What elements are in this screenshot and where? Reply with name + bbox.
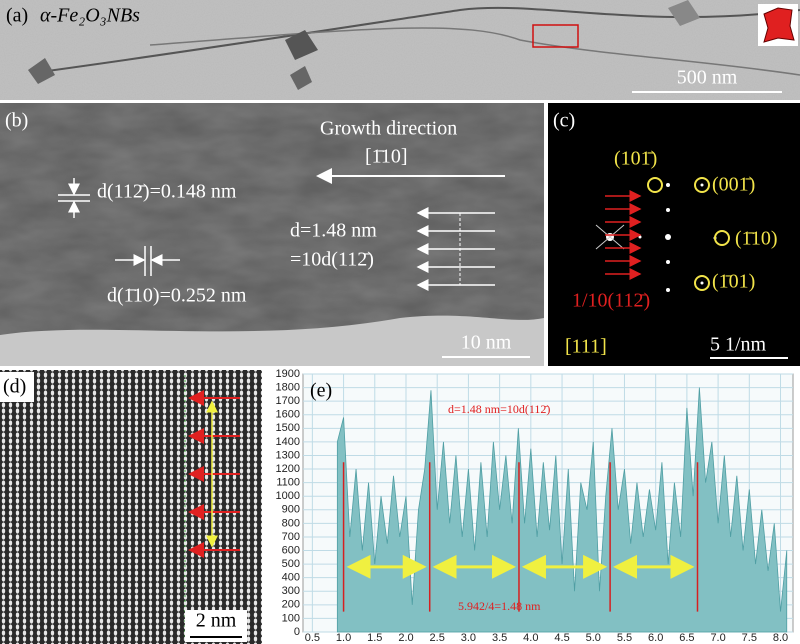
scale-label: 2 nm [196, 610, 237, 632]
panel-b: (b) Growth direction [1̄10] d(112̄)=0.14… [0, 103, 544, 366]
x-tick-label: 7.0 [710, 632, 725, 644]
y-tick-label: 600 [282, 544, 300, 556]
x-tick-label: 0.5 [305, 632, 320, 644]
y-tick-label: 800 [282, 517, 300, 529]
x-tick-label: 2.5 [430, 632, 445, 644]
y-tick-label: 1500 [276, 422, 300, 434]
y-tick-label: 700 [282, 531, 300, 543]
direction-label: [1̄10] [365, 146, 408, 168]
spacing-label: d=1.48 nm [290, 220, 377, 242]
fringe-arrows [416, 207, 495, 291]
panel-a: (a) α-Fe₂O₃NBs 500 nm [0, 0, 800, 100]
x-tick-label: 4.0 [523, 632, 538, 644]
y-tick-label: 0 [294, 626, 300, 638]
lattice-image [0, 370, 262, 644]
x-tick-label: 5.0 [586, 632, 601, 644]
y-tick-label: 300 [282, 585, 300, 597]
scale-label: 500 nm [677, 67, 738, 89]
x-tick-label: 6.5 [679, 632, 694, 644]
y-tick-label: 1000 [276, 490, 300, 502]
x-tick-label: 4.5 [554, 632, 569, 644]
zone-label: [111] [565, 336, 607, 358]
y-tick-label: 1300 [276, 449, 300, 461]
y-tick-label: 1700 [276, 395, 300, 407]
y-tick-label: 1400 [276, 436, 300, 448]
y-tick-label: 1900 [276, 368, 300, 380]
y-tick-label: 1100 [276, 477, 300, 489]
y-tick-label: 1800 [276, 381, 300, 393]
panel-label: (a) [6, 5, 28, 27]
flake [290, 66, 312, 90]
panel-label: (e) [310, 380, 332, 402]
spot-label: (1̄01) [712, 271, 755, 293]
y-tick-label: 200 [282, 599, 300, 611]
spot-label: (101̄) [614, 148, 657, 170]
diffraction-image [548, 103, 800, 366]
note-label: 1/10(112̄) [572, 290, 650, 312]
x-tick-label: 3.0 [461, 632, 476, 644]
spot-label: (001̄) [712, 174, 755, 196]
panel-d: (d) 2 nm [0, 370, 262, 644]
x-tick-label: 1.5 [367, 632, 382, 644]
scale-label: 10 nm [461, 332, 512, 354]
material-label: α-Fe₂O₃NBs [40, 5, 140, 27]
nanobelt [39, 6, 800, 73]
y-tick-label: 100 [282, 612, 300, 624]
spacing-label: d(112̄)=0.148 nm [97, 181, 237, 203]
panel-c: (c) (101̄) (001̄) (1̄10) (1̄01) 1/10(112… [548, 103, 800, 366]
spacing-label: d(1̄10)=0.252 nm [107, 285, 247, 307]
panel-label: (b) [5, 110, 28, 132]
annotation: 5.942/4=1.48 nm [458, 599, 541, 613]
y-tick-label: 1600 [276, 409, 300, 421]
annotation: d=1.48 nm=10d(112̄) [448, 402, 550, 416]
panel-label: (c) [553, 110, 575, 132]
spot-circles [647, 177, 730, 291]
x-tick-label: 5.5 [617, 632, 632, 644]
x-tick-label: 2.0 [398, 632, 413, 644]
x-tick-label: 3.5 [492, 632, 507, 644]
y-tick-label: 400 [282, 572, 300, 584]
flake [668, 0, 700, 26]
x-tick-label: 8.0 [773, 632, 788, 644]
spacing-label: =10d(112̄) [290, 249, 374, 271]
y-tick-label: 500 [282, 558, 300, 570]
x-tick-label: 1.0 [336, 632, 351, 644]
x-tick-label: 7.5 [742, 632, 757, 644]
growth-label: Growth direction [320, 118, 457, 140]
streak [595, 224, 625, 250]
label-box [0, 372, 34, 402]
panel-label: (d) [3, 376, 26, 398]
flake [285, 30, 318, 60]
y-tick-label: 900 [282, 504, 300, 516]
y-tick-label: 1200 [276, 463, 300, 475]
scale-label: 5 1/nm [710, 334, 767, 356]
flake [28, 58, 55, 84]
red-arrows [605, 190, 642, 280]
x-tick-label: 6.0 [648, 632, 663, 644]
edge [0, 315, 544, 366]
inset-shape [763, 7, 795, 43]
spot-label: (1̄10) [735, 228, 778, 250]
roi-box [532, 24, 579, 48]
